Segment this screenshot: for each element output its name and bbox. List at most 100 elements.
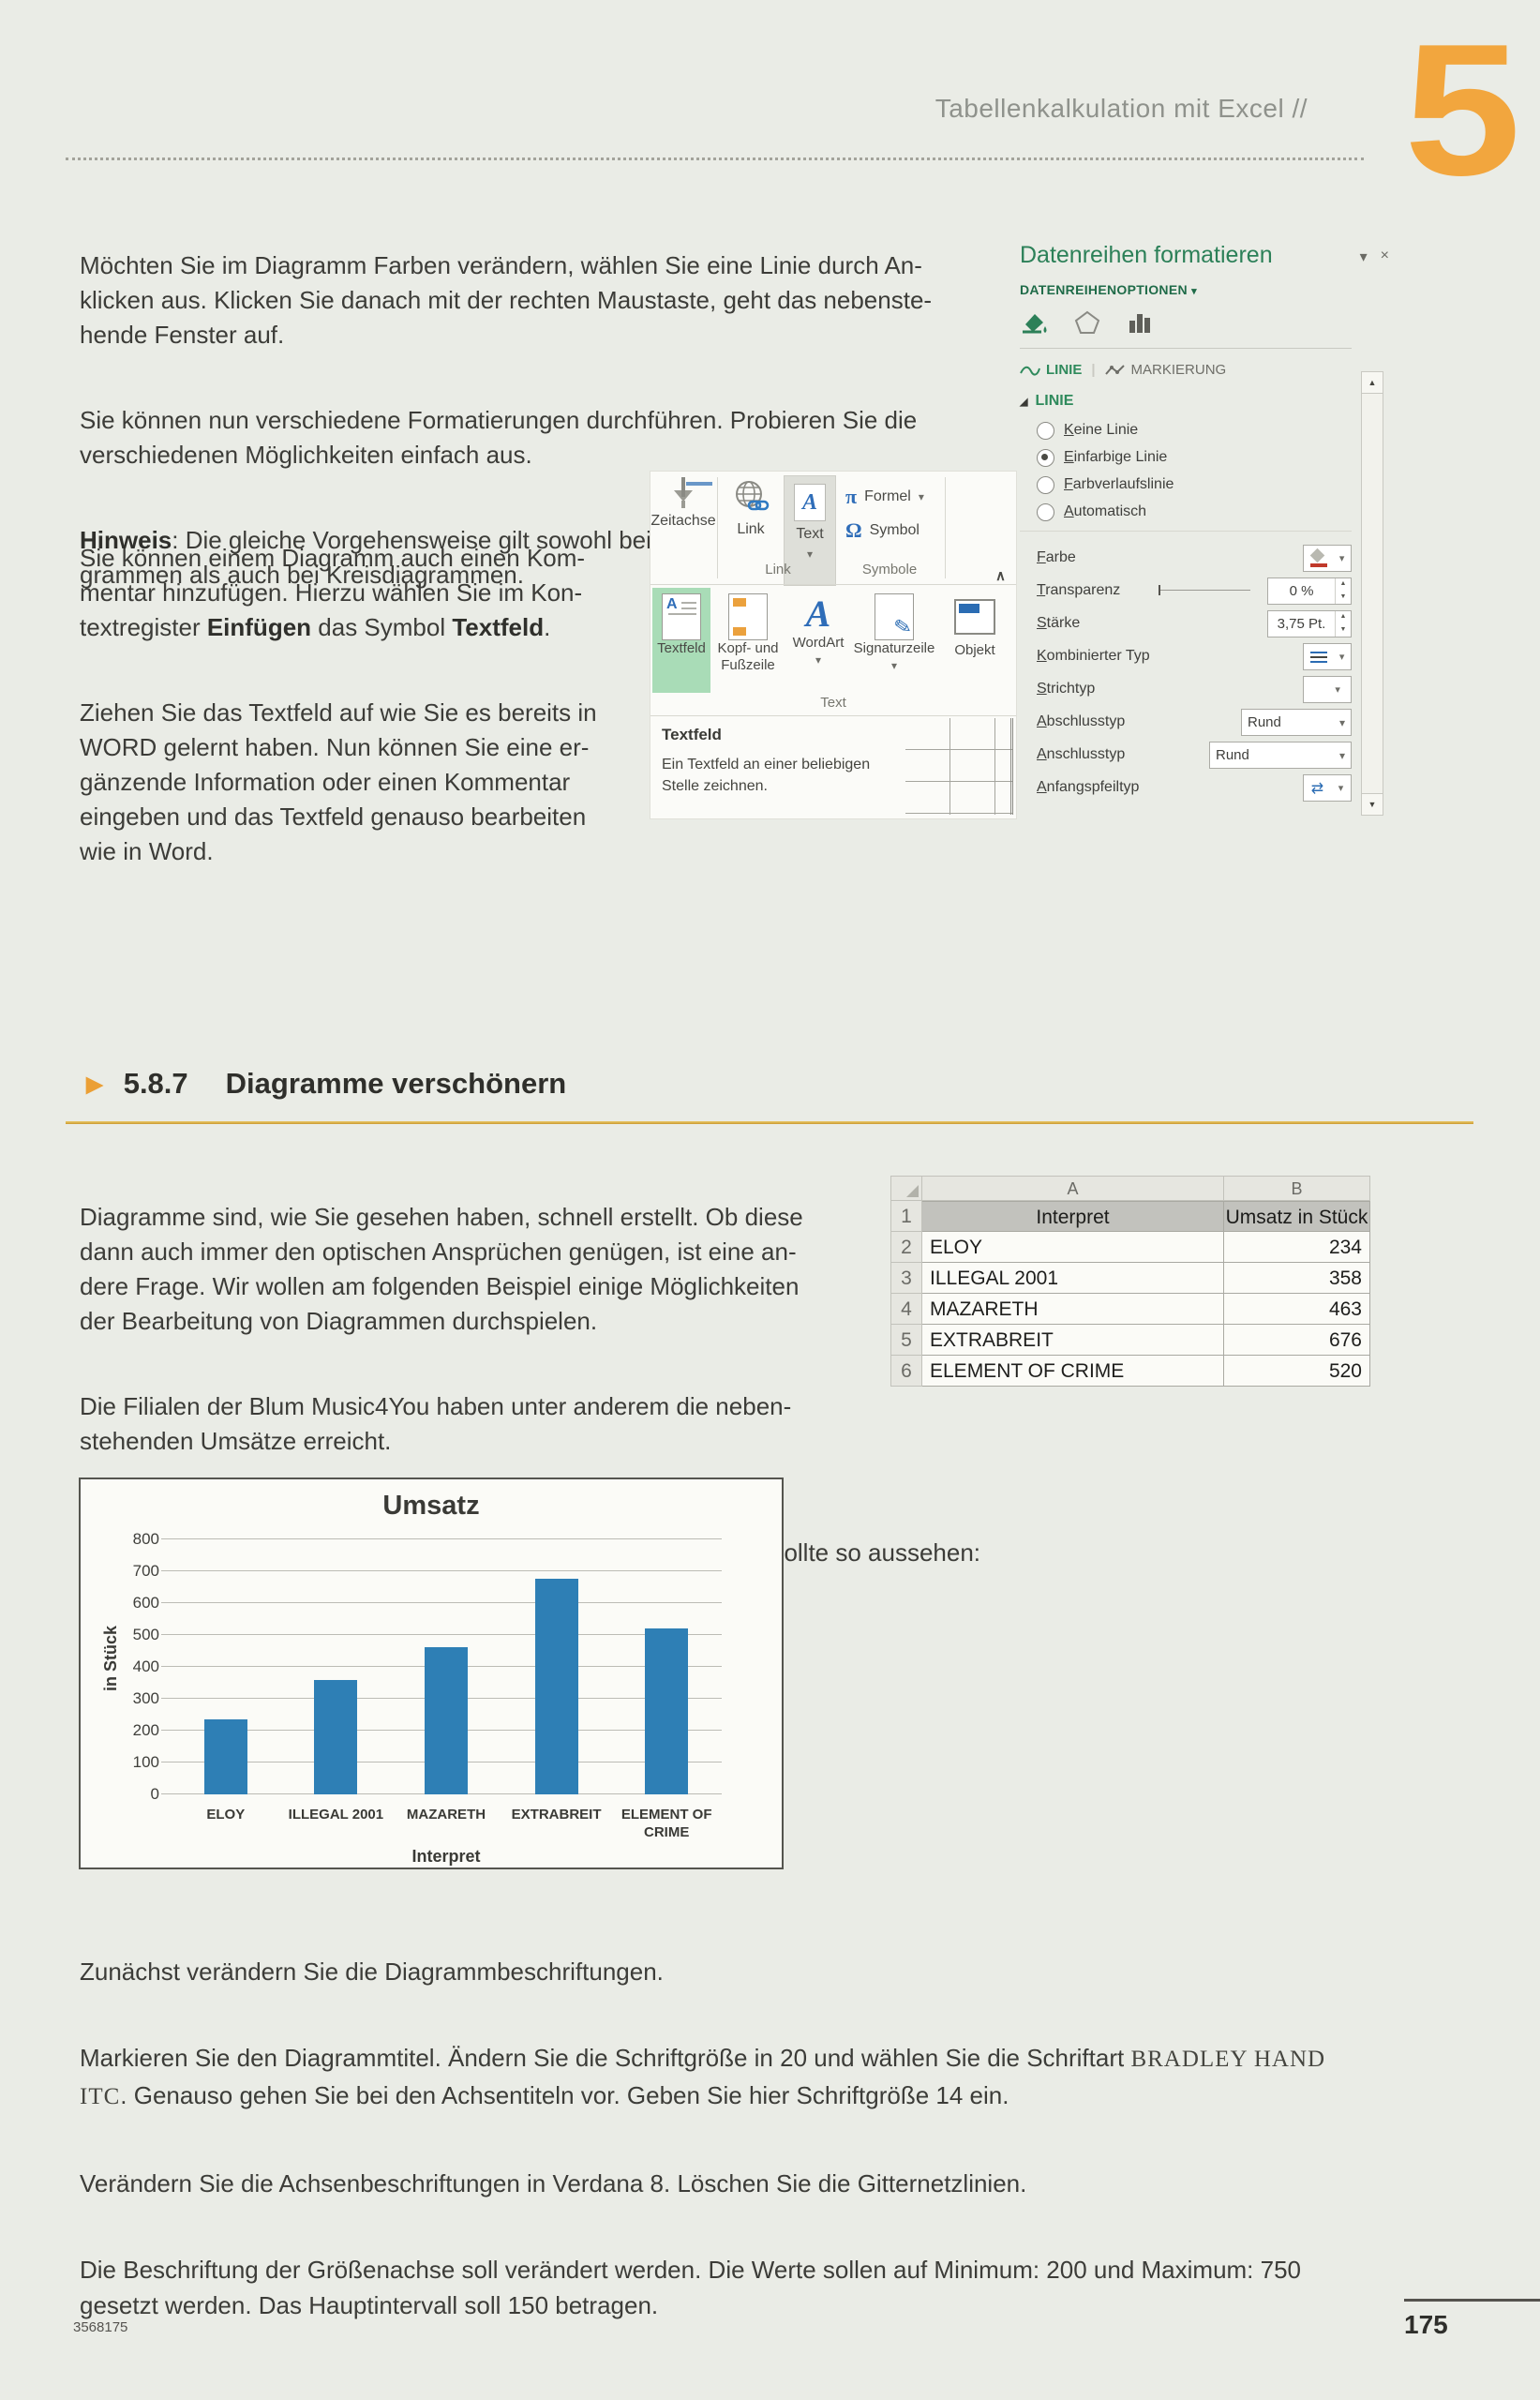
spin-down-icon: ▼	[1339, 592, 1347, 600]
tooltip-text: Ein Textfeld an einer beliebigen Stelle …	[662, 757, 871, 794]
y-tick-label: 600	[132, 1594, 159, 1612]
staerke-input[interactable]: 3,75 Pt. ▲ ▼	[1267, 610, 1352, 638]
ribbon-screenshot: Zeitachse Link A Text ▾	[650, 471, 1017, 819]
bar	[534, 1579, 578, 1794]
paragraph: Markieren Sie den Diagrammtitel. Ändern …	[80, 2044, 1326, 2109]
section-title: Diagramme verschönern	[225, 1067, 567, 1100]
chevron-down-icon: ▾	[815, 653, 822, 667]
pi-icon: π	[845, 485, 858, 508]
scrollbar[interactable]: ▲ ▼	[1361, 371, 1383, 816]
textfeld-button[interactable]: A Textfeld	[652, 588, 710, 693]
column-header-a[interactable]: A	[922, 1176, 1224, 1201]
row-number[interactable]: 3	[890, 1263, 922, 1294]
transparenz-input[interactable]: 0 % ▲ ▼	[1267, 578, 1352, 605]
header-footer-icon	[728, 593, 768, 640]
zeitachse-button[interactable]: Zeitachse	[650, 477, 716, 530]
anschlusstyp-select[interactable]: Rund ▾	[1209, 742, 1352, 769]
timeline-slicer-icon	[674, 477, 712, 508]
cell: ILLEGAL 2001	[922, 1263, 1224, 1294]
bradley-hand-sample: BRADLEY HAND ITC	[80, 2047, 1326, 2109]
ribbon-divider	[650, 584, 1016, 585]
formel-button[interactable]: π Formel ▾	[845, 485, 924, 508]
radio-einfarbige-linie[interactable]: Einfarbige Linie	[1037, 448, 1391, 467]
spin-up-icon: ▲	[1339, 613, 1347, 620]
effects-icon[interactable]	[1074, 309, 1100, 340]
gridline	[161, 1570, 722, 1571]
tab-linie[interactable]: LINIE	[1020, 362, 1082, 378]
abschlusstyp-label: Abschlusstyp	[1037, 713, 1126, 729]
select-all-corner[interactable]	[890, 1176, 922, 1201]
transparenz-slider[interactable]	[1159, 585, 1250, 595]
gridline	[161, 1602, 722, 1603]
abschlusstyp-select[interactable]: Rund ▾	[1241, 709, 1352, 736]
radio-icon	[1037, 502, 1054, 521]
paragraph: Die Filialen der Blum Music4You haben un…	[80, 1392, 792, 1455]
symbols-group: π Formel ▾ Ω Symbol	[845, 485, 924, 552]
y-tick-label: 800	[132, 1530, 159, 1548]
chevron-down-icon: ▾	[1338, 748, 1345, 762]
group-label-symbole: Symbole	[861, 562, 918, 578]
radio-keine-linie[interactable]: Keine Linie	[1037, 421, 1391, 440]
kombinierter-typ-button[interactable]: ▾	[1303, 643, 1352, 670]
section-linie[interactable]: ◢ LINIE	[1020, 393, 1074, 409]
radio-automatisch[interactable]: Automatisch	[1037, 502, 1391, 521]
heading-arrow-icon: ▶	[86, 1071, 103, 1096]
table-row: 6 ELEMENT OF CRIME 520	[890, 1356, 1370, 1387]
cell: Umsatz in Stück	[1224, 1201, 1370, 1232]
bar	[314, 1680, 358, 1794]
column-header-b[interactable]: B	[1224, 1176, 1370, 1201]
wordart-button[interactable]: A WordArt ▾	[792, 592, 845, 668]
text-icon: A	[794, 484, 826, 521]
compound-line-icon	[1309, 651, 1327, 663]
radio-farbverlaufslinie[interactable]: Farbverlaufslinie	[1037, 475, 1391, 494]
cell: MAZARETH	[922, 1294, 1224, 1325]
footer-code: 3568175	[73, 2319, 128, 2335]
radio-selected-icon	[1037, 448, 1054, 467]
scroll-down-icon[interactable]: ▼	[1362, 793, 1383, 815]
worksheet-grid-fragment	[905, 718, 1013, 815]
row-number[interactable]: 4	[890, 1294, 922, 1325]
pane-close-icon[interactable]: ×	[1380, 248, 1389, 263]
series-options-icon[interactable]	[1127, 309, 1153, 340]
farbe-color-button[interactable]: ▾	[1303, 545, 1352, 572]
link-button[interactable]: Link	[722, 479, 780, 538]
row-number[interactable]: 1	[890, 1201, 922, 1232]
table-row: 3 ILLEGAL 2001 358	[890, 1263, 1370, 1294]
kombinierter-typ-label: Kombinierter Typ	[1037, 648, 1150, 664]
objekt-button[interactable]: Objekt	[937, 588, 1012, 693]
kopf-fusszeile-button[interactable]: Kopf- und Fußzeile	[712, 588, 784, 693]
symbol-button[interactable]: Ω Symbol	[845, 518, 920, 542]
omega-icon: Ω	[845, 518, 862, 542]
tab-markierung[interactable]: MARKIERUNG	[1104, 362, 1226, 378]
x-category-label: ELEMENT OF CRIME	[620, 1807, 712, 1840]
paragraph: Sie können nun verschiedene Formatierung…	[80, 406, 918, 469]
anschlusstyp-label: Anschlusstyp	[1037, 746, 1126, 762]
collapse-ribbon-icon[interactable]: ∧	[995, 568, 1006, 584]
anfangspfeiltyp-button[interactable]: ⇄ ▾	[1303, 774, 1352, 802]
ribbon-divider	[650, 715, 1016, 716]
section-heading: ▶ 5.8.7 Diagramme verschönern	[86, 1067, 566, 1101]
section-rule	[66, 1121, 1473, 1124]
fill-line-icon[interactable]	[1020, 309, 1048, 340]
scroll-up-icon[interactable]: ▲	[1362, 372, 1383, 394]
paragraph: Ziehen Sie das Textfeld auf wie Sie es b…	[80, 698, 597, 865]
pane-divider	[1020, 531, 1352, 532]
pane-options-icon[interactable]: ▾	[1359, 249, 1368, 265]
strichtyp-button[interactable]: ▾	[1303, 676, 1352, 703]
series-options-dropdown[interactable]: DATENREIHENOPTIONEN ▾	[1020, 282, 1197, 297]
signaturzeile-button[interactable]: ✎ Signaturzeile ▾	[853, 588, 935, 693]
table-row: 2 ELOY 234	[890, 1232, 1370, 1263]
y-tick-label: 400	[132, 1658, 159, 1675]
y-axis-ticks: 0 100 200 300 400 500 600 700 800	[114, 1530, 163, 1803]
cell: 676	[1224, 1325, 1370, 1356]
row-number[interactable]: 6	[890, 1356, 922, 1387]
bold-text: Hinweis	[80, 526, 172, 554]
bold-text: Textfeld	[452, 613, 545, 641]
chevron-down-icon: ▾	[890, 659, 898, 672]
text-menu-button[interactable]: A Text ▾	[784, 475, 836, 586]
row-number[interactable]: 2	[890, 1232, 922, 1263]
gridline	[161, 1538, 722, 1539]
row-number[interactable]: 5	[890, 1325, 922, 1356]
cell: 358	[1224, 1263, 1370, 1294]
intro-text-narrow: Sie können einem Diagramm auch einen Kom…	[80, 506, 661, 920]
